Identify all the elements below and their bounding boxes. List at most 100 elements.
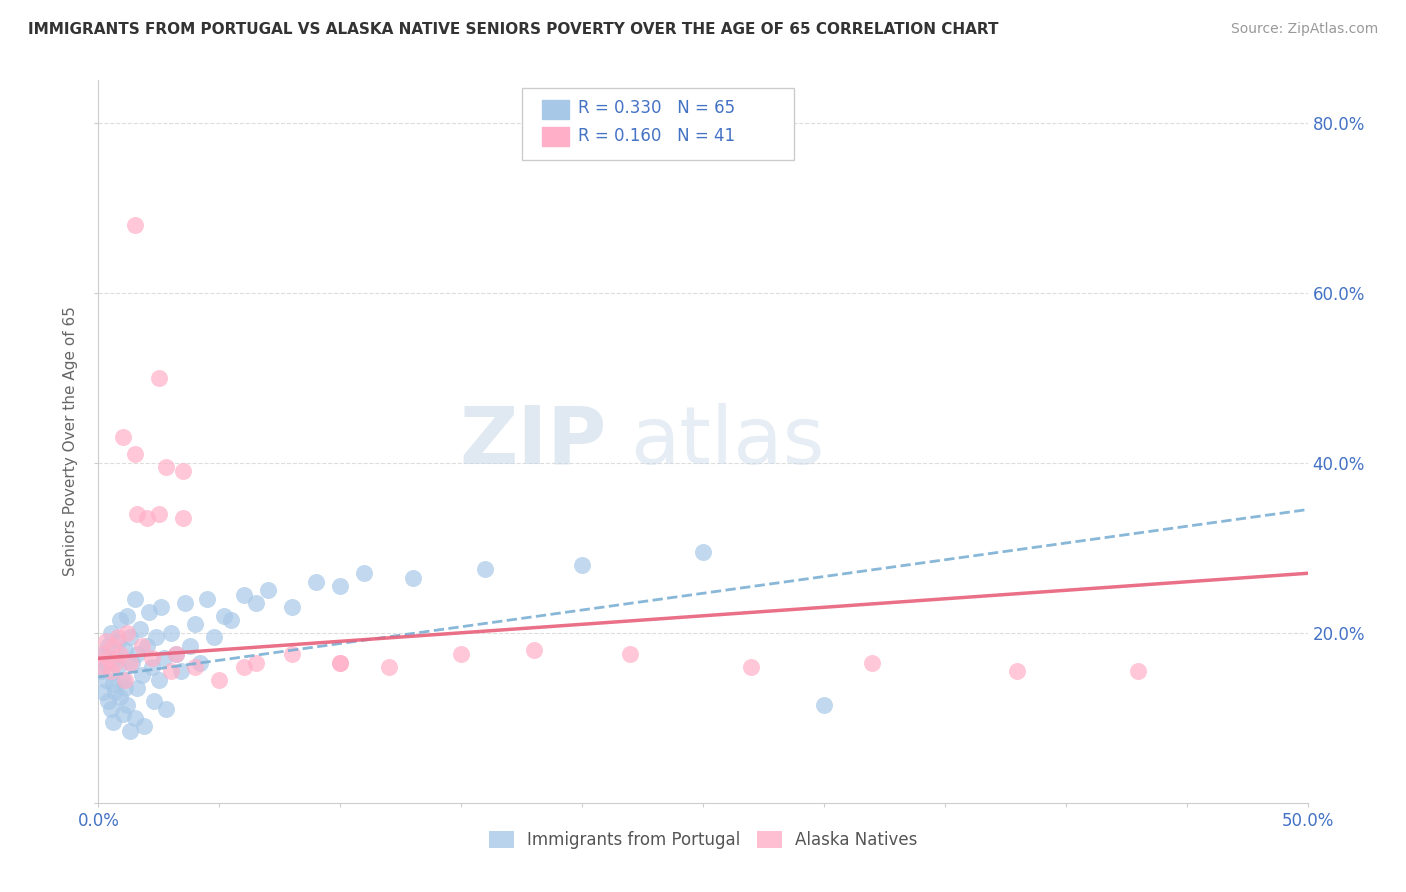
Point [131,639,153,653]
Point [1007,664,1029,678]
Point [135,511,157,525]
Point [100,664,122,678]
Point [172,511,194,525]
Point [91,660,114,674]
Point [619,647,641,661]
Point [108,690,131,704]
Point [165,647,187,661]
Point [117,625,139,640]
Point [97,694,120,708]
Point [127,647,149,661]
Text: R = 0.330   N = 65: R = 0.330 N = 65 [578,99,735,117]
Point [118,723,141,738]
Point [127,507,149,521]
Bar [543,128,569,146]
Point [150,600,173,615]
Point [148,371,170,385]
Point [860,656,883,670]
Point [152,651,174,665]
Point [124,218,146,232]
Point [184,660,207,674]
Text: Source: ZipAtlas.com: Source: ZipAtlas.com [1230,22,1378,37]
Point [195,591,218,606]
Point [90,664,112,678]
Point [692,545,714,559]
Point [143,694,166,708]
Point [111,706,134,721]
Point [169,664,191,678]
Point [108,647,131,661]
Point [94,656,117,670]
Point [104,685,127,699]
Point [188,656,211,670]
Point [221,613,243,627]
Point [101,714,124,729]
Point [100,702,122,716]
Legend: Immigrants from Portugal, Alaska Natives: Immigrants from Portugal, Alaska Natives [482,824,924,856]
Point [114,642,136,657]
Point [138,605,160,619]
Point [204,630,226,644]
Point [94,673,117,687]
Point [740,660,762,674]
Point [208,673,231,687]
Point [155,460,177,475]
Text: ZIP: ZIP [458,402,606,481]
Point [124,711,146,725]
Point [107,660,129,674]
Point [97,639,120,653]
Point [155,702,177,716]
Point [111,673,134,687]
Point [141,660,163,674]
Point [329,656,352,670]
Point [1128,664,1150,678]
Point [353,566,375,581]
Point [97,651,120,665]
Point [305,574,328,589]
Point [141,651,163,665]
Point [101,639,124,653]
Point [118,656,141,670]
Point [245,656,267,670]
Point [212,608,235,623]
Point [91,685,114,699]
Point [174,596,197,610]
Point [104,651,127,665]
Point [377,660,399,674]
Point [523,642,546,657]
Point [117,608,139,623]
Point [117,698,139,712]
Point [107,630,129,644]
Point [571,558,593,572]
Point [128,622,150,636]
Point [131,668,153,682]
Text: R = 0.160   N = 41: R = 0.160 N = 41 [578,127,735,145]
Point [256,583,278,598]
Point [104,656,127,670]
Point [281,600,304,615]
Point [232,660,254,674]
Point [145,630,167,644]
Point [232,588,254,602]
Point [179,639,201,653]
Point [172,464,194,478]
Point [90,647,112,661]
Point [91,647,114,661]
Point [329,579,352,593]
Point [160,625,183,640]
Point [165,647,187,661]
Point [114,681,136,695]
Point [101,677,124,691]
Text: atlas: atlas [630,402,825,481]
Point [135,639,157,653]
Point [111,430,134,444]
Point [124,591,146,606]
Point [108,613,131,627]
Point [402,570,425,584]
Point [474,562,496,576]
Point [118,630,141,644]
Point [94,634,117,648]
FancyBboxPatch shape [522,87,793,160]
Point [148,673,170,687]
Point [107,634,129,648]
